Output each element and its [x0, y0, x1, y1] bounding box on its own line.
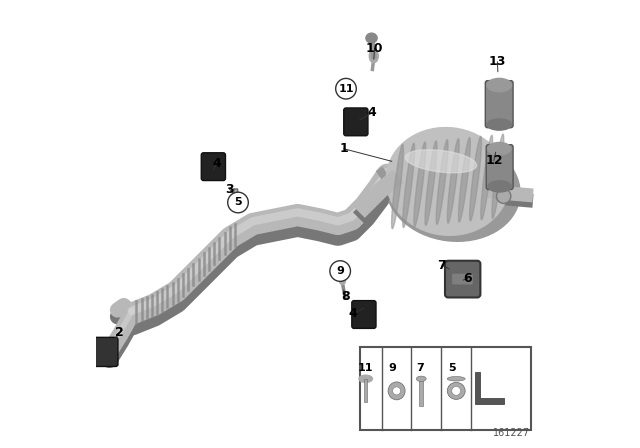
FancyBboxPatch shape: [445, 261, 481, 297]
Ellipse shape: [386, 138, 520, 241]
Text: 10: 10: [366, 42, 383, 55]
Ellipse shape: [447, 383, 465, 400]
Circle shape: [228, 192, 248, 213]
FancyBboxPatch shape: [352, 301, 376, 328]
Text: 6: 6: [463, 272, 472, 285]
Ellipse shape: [339, 276, 346, 284]
FancyBboxPatch shape: [452, 274, 473, 284]
Text: 9: 9: [388, 363, 396, 374]
Ellipse shape: [405, 150, 477, 173]
Ellipse shape: [436, 140, 448, 224]
FancyBboxPatch shape: [485, 81, 513, 128]
Ellipse shape: [403, 143, 415, 228]
Ellipse shape: [458, 138, 470, 222]
Bar: [364, 379, 367, 402]
Ellipse shape: [447, 376, 465, 381]
FancyBboxPatch shape: [94, 337, 118, 366]
Text: 161227: 161227: [493, 428, 530, 438]
Text: 13: 13: [489, 55, 506, 69]
Text: 7: 7: [438, 258, 446, 272]
Circle shape: [336, 78, 356, 99]
Text: 4: 4: [367, 106, 376, 120]
Text: 2: 2: [115, 326, 124, 339]
Ellipse shape: [392, 144, 403, 229]
Ellipse shape: [488, 181, 511, 192]
Text: 3: 3: [225, 182, 234, 196]
Ellipse shape: [470, 136, 481, 221]
Ellipse shape: [414, 142, 426, 227]
Text: 12: 12: [485, 154, 502, 167]
Text: 4: 4: [212, 157, 221, 170]
Ellipse shape: [425, 141, 437, 225]
Bar: [419, 380, 422, 406]
Text: 7: 7: [417, 363, 424, 374]
Ellipse shape: [359, 375, 372, 383]
Text: 5: 5: [234, 198, 242, 207]
Polygon shape: [234, 189, 239, 207]
Ellipse shape: [487, 78, 511, 92]
Ellipse shape: [392, 387, 401, 395]
Text: 11: 11: [358, 363, 374, 374]
Ellipse shape: [452, 386, 461, 396]
Ellipse shape: [417, 376, 426, 382]
Ellipse shape: [487, 119, 511, 130]
Ellipse shape: [366, 33, 377, 43]
Polygon shape: [476, 372, 504, 404]
Text: 11: 11: [338, 84, 354, 94]
Circle shape: [497, 189, 511, 203]
Ellipse shape: [447, 138, 459, 223]
Circle shape: [330, 261, 351, 281]
Ellipse shape: [481, 135, 493, 220]
FancyBboxPatch shape: [486, 145, 513, 190]
Ellipse shape: [492, 134, 504, 219]
Text: 5: 5: [448, 363, 456, 374]
FancyBboxPatch shape: [344, 108, 368, 136]
Text: 8: 8: [340, 290, 349, 303]
Ellipse shape: [488, 142, 511, 155]
Text: 9: 9: [336, 266, 344, 276]
Ellipse shape: [388, 382, 405, 400]
Text: 4: 4: [349, 307, 358, 320]
Ellipse shape: [386, 128, 509, 235]
Text: 1: 1: [339, 142, 348, 155]
FancyBboxPatch shape: [202, 153, 225, 181]
Bar: [360, 347, 531, 430]
Ellipse shape: [369, 49, 378, 63]
